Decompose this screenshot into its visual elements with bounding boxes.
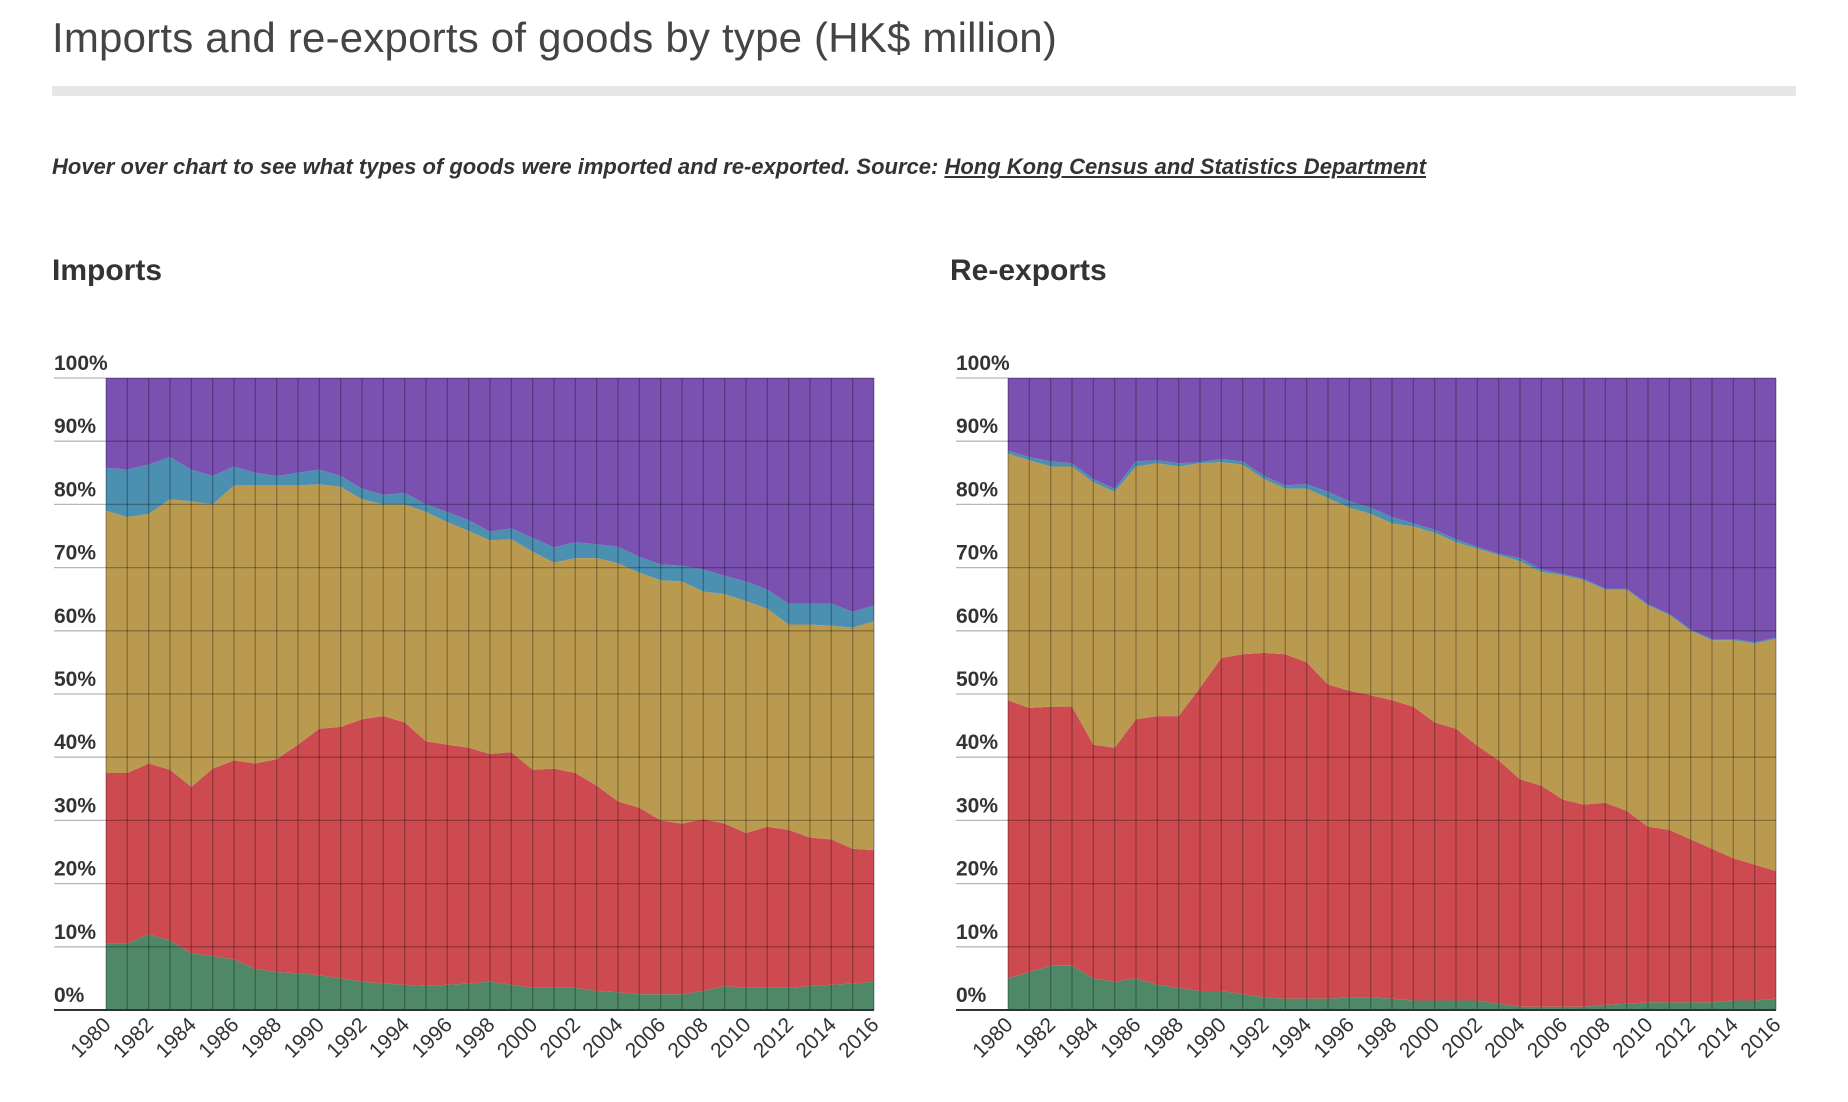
reexports-x-tick-label: 2008 [1566,1013,1615,1062]
imports-y-tick-label: 100% [54,352,108,375]
imports-y-tick-label: 80% [54,478,96,501]
reexports-y-tick-label: 0% [956,984,987,1007]
imports-chart-title: Imports [52,254,163,287]
imports-x-tick-label: 1996 [408,1013,457,1062]
reexports-area-band-1[interactable] [1008,965,1776,1010]
reexports-y-tick-label: 80% [956,478,998,501]
imports-x-tick-label: 2010 [706,1013,755,1062]
reexports-y-tick-label: 40% [956,731,998,754]
imports-x-tick-label: 1994 [365,1013,415,1063]
reexports-x-tick-label: 2004 [1480,1013,1530,1063]
reexports-x-tick-label: 1982 [1011,1013,1060,1062]
reexports-x-tick-label: 2006 [1523,1013,1572,1062]
page-title: Imports and re-exports of goods by type … [52,14,1058,61]
imports-x-tick-label: 1986 [194,1013,243,1062]
reexports-x-tick-label: 1996 [1310,1013,1359,1062]
imports-x-tick-label: 1980 [66,1013,115,1062]
imports-area-band-3[interactable] [106,484,874,851]
imports-x-tick-label: 1988 [237,1013,286,1062]
reexports-y-tick-label: 70% [956,542,998,565]
imports-x-tick-label: 1998 [450,1013,499,1062]
imports-area-band-4[interactable] [106,457,874,628]
imports-x-tick-label: 1992 [322,1013,371,1062]
imports-area-band-5[interactable] [106,378,874,612]
reexports-y-tick-label: 100% [956,352,1010,375]
reexports-x-tick-label: 1994 [1267,1013,1317,1063]
imports-y-tick-label: 20% [54,858,96,881]
reexports-y-tick-label: 30% [956,794,998,817]
imports-y-tick-label: 90% [54,415,96,438]
reexports-x-tick-label: 1980 [968,1013,1017,1062]
imports-chart[interactable]: 0%10%20%30%40%50%60%70%80%90%100%1980198… [54,352,884,1063]
reexports-chart[interactable]: 0%10%20%30%40%50%60%70%80%90%100%1980198… [956,352,1786,1063]
imports-y-tick-label: 30% [54,794,96,817]
reexports-x-tick-label: 1990 [1182,1013,1231,1062]
reexports-y-tick-label: 90% [956,415,998,438]
reexports-x-tick-label: 2010 [1608,1013,1657,1062]
reexports-x-tick-label: 1988 [1139,1013,1188,1062]
title-divider [52,86,1796,96]
imports-y-tick-label: 60% [54,605,96,628]
reexports-chart-title: Re-exports [950,254,1107,287]
reexports-area-band-3[interactable] [1008,453,1776,871]
imports-y-tick-label: 70% [54,542,96,565]
imports-area-band-1[interactable] [106,934,874,1010]
reexports-x-tick-label: 2014 [1694,1013,1744,1063]
reexports-x-tick-label: 1992 [1224,1013,1273,1062]
imports-area-band-2[interactable] [106,716,874,995]
imports-x-tick-label: 2008 [664,1013,713,1062]
reexports-area-band-2[interactable] [1008,652,1776,1007]
imports-x-tick-label: 1982 [109,1013,158,1062]
reexports-x-tick-label: 1986 [1096,1013,1145,1062]
imports-x-tick-label: 2000 [493,1013,542,1062]
imports-x-tick-label: 1984 [152,1013,202,1063]
imports-x-tick-label: 2004 [578,1013,628,1063]
reexports-x-tick-label: 2000 [1395,1013,1444,1062]
imports-y-tick-label: 10% [54,921,96,944]
imports-x-tick-label: 2016 [834,1013,883,1062]
imports-x-tick-label: 1990 [280,1013,329,1062]
reexports-area-band-5[interactable] [1008,378,1776,643]
imports-x-tick-label: 2012 [749,1013,798,1062]
reexports-x-tick-label: 2012 [1651,1013,1700,1062]
reexports-y-tick-label: 60% [956,605,998,628]
chart-description: Hover over chart to see what types of go… [52,154,1426,180]
imports-y-tick-label: 0% [54,984,85,1007]
reexports-x-tick-label: 1984 [1054,1013,1104,1063]
reexports-y-tick-label: 10% [956,921,998,944]
reexports-y-tick-label: 20% [956,858,998,881]
reexports-y-tick-label: 50% [956,668,998,691]
imports-x-tick-label: 2002 [536,1013,585,1062]
reexports-x-tick-label: 2016 [1736,1013,1785,1062]
reexports-x-tick-label: 2002 [1438,1013,1487,1062]
imports-x-tick-label: 2014 [792,1013,842,1063]
source-link[interactable]: Hong Kong Census and Statistics Departme… [944,154,1427,179]
imports-x-tick-label: 2006 [621,1013,670,1062]
imports-y-tick-label: 50% [54,668,96,691]
imports-y-tick-label: 40% [54,731,96,754]
description-text: Hover over chart to see what types of go… [52,154,945,179]
reexports-x-tick-label: 1998 [1352,1013,1401,1062]
